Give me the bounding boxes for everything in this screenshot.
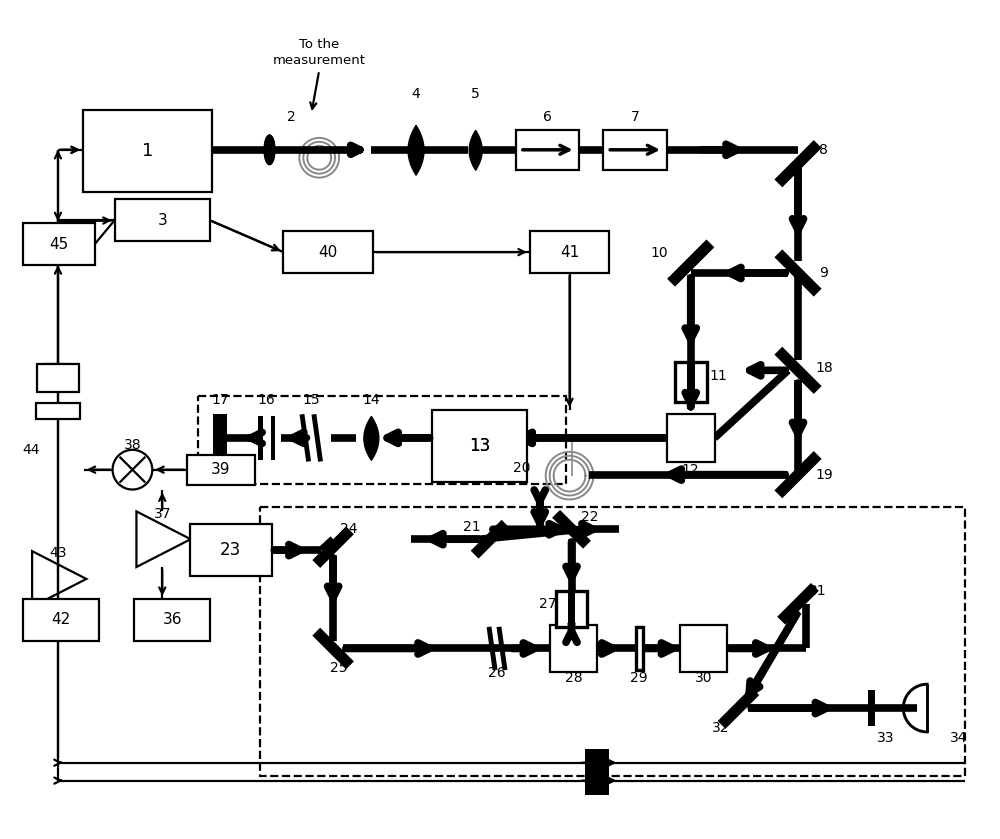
Bar xyxy=(568,591,575,627)
Text: 9: 9 xyxy=(819,266,828,280)
Text: 30: 30 xyxy=(695,671,712,685)
Text: 1: 1 xyxy=(142,142,153,159)
Bar xyxy=(23,599,99,640)
Bar xyxy=(37,364,79,393)
Bar xyxy=(260,508,965,775)
Bar xyxy=(187,455,255,485)
Bar xyxy=(687,362,695,402)
Text: 20: 20 xyxy=(513,461,531,475)
Bar xyxy=(258,416,263,460)
Bar xyxy=(585,767,609,795)
Text: 2: 2 xyxy=(287,110,296,124)
Bar xyxy=(516,130,579,169)
Text: 26: 26 xyxy=(488,666,506,680)
Bar xyxy=(556,591,587,627)
Bar xyxy=(550,624,597,672)
Text: 23: 23 xyxy=(220,541,241,559)
Text: 10: 10 xyxy=(650,246,668,260)
Text: 40: 40 xyxy=(319,245,338,259)
Text: 27: 27 xyxy=(539,597,556,611)
Ellipse shape xyxy=(264,135,275,164)
Text: 35: 35 xyxy=(589,780,606,795)
Text: 21: 21 xyxy=(463,520,481,534)
Text: 36: 36 xyxy=(162,612,182,628)
Text: 13: 13 xyxy=(469,437,490,455)
Text: 42: 42 xyxy=(51,612,71,628)
Text: To the: To the xyxy=(299,38,339,51)
Text: 13: 13 xyxy=(469,437,490,455)
Text: 34: 34 xyxy=(950,731,968,745)
Text: 29: 29 xyxy=(630,671,648,685)
Text: 24: 24 xyxy=(340,522,358,536)
Bar xyxy=(190,524,272,576)
Bar xyxy=(283,232,373,273)
Text: 28: 28 xyxy=(565,671,582,685)
Bar xyxy=(198,396,566,483)
Text: 38: 38 xyxy=(124,438,141,452)
Bar xyxy=(680,624,727,672)
Bar xyxy=(134,599,210,640)
Bar xyxy=(675,362,707,402)
Bar xyxy=(23,223,95,265)
Text: 3: 3 xyxy=(157,213,167,228)
Text: 37: 37 xyxy=(154,508,171,521)
Text: 45: 45 xyxy=(49,237,69,252)
Bar xyxy=(83,110,212,191)
Bar xyxy=(636,627,643,670)
Text: 16: 16 xyxy=(258,393,275,407)
Text: 19: 19 xyxy=(815,467,833,482)
Text: 12: 12 xyxy=(682,462,700,477)
Bar xyxy=(530,232,609,273)
Text: 44: 44 xyxy=(22,443,40,456)
Text: 39: 39 xyxy=(211,462,231,477)
Text: 17: 17 xyxy=(211,393,229,407)
Text: 4: 4 xyxy=(411,87,420,102)
Bar xyxy=(603,130,667,169)
Text: 33: 33 xyxy=(877,731,894,745)
Bar xyxy=(115,200,210,241)
Text: 8: 8 xyxy=(819,143,828,157)
Text: 25: 25 xyxy=(330,661,348,675)
Text: 43: 43 xyxy=(49,546,67,560)
Text: 6: 6 xyxy=(543,110,552,124)
Text: 32: 32 xyxy=(712,721,729,735)
Text: 5: 5 xyxy=(471,87,480,102)
Bar xyxy=(36,403,80,420)
Text: 14: 14 xyxy=(362,393,380,407)
Bar xyxy=(432,410,527,482)
Text: 41: 41 xyxy=(560,245,579,259)
Bar xyxy=(667,414,715,461)
Bar xyxy=(585,748,609,777)
Text: 15: 15 xyxy=(302,393,320,407)
Text: measurement: measurement xyxy=(273,54,366,67)
Text: 7: 7 xyxy=(631,110,639,124)
Text: 31: 31 xyxy=(809,584,827,598)
Bar xyxy=(213,414,227,461)
Text: 11: 11 xyxy=(710,369,727,383)
Bar xyxy=(868,690,875,726)
Text: 18: 18 xyxy=(815,362,833,375)
Bar xyxy=(271,416,275,460)
Text: 22: 22 xyxy=(581,510,598,524)
